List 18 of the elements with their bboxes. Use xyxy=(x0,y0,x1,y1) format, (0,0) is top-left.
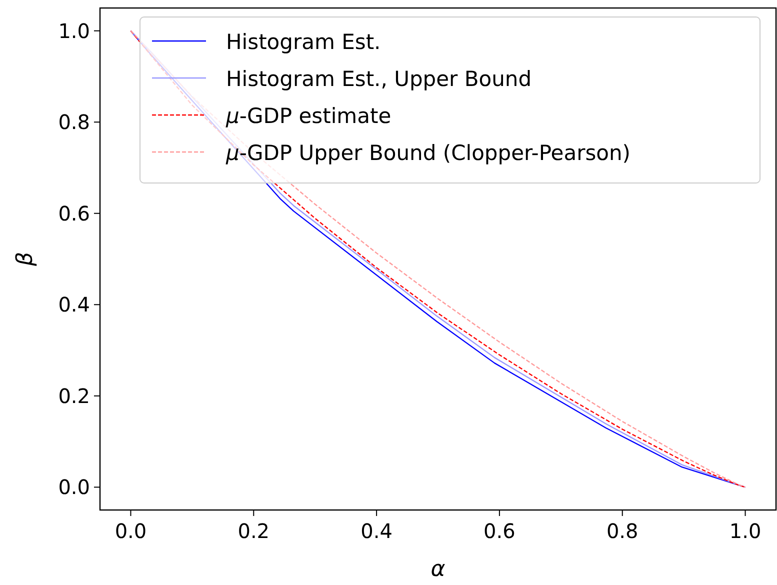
legend-label: μ-GDP estimate xyxy=(225,104,392,128)
y-tick-label: 0.8 xyxy=(58,110,90,134)
x-tick-label: 0.8 xyxy=(606,519,638,543)
y-tick-label: 0.6 xyxy=(58,201,90,226)
x-tick-label: 0.0 xyxy=(114,519,147,543)
x-axis-title: α xyxy=(430,557,446,582)
y-axis-title: β xyxy=(13,252,38,268)
legend-label: μ-GDP Upper Bound (Clopper-Pearson) xyxy=(225,141,630,165)
y-tick-label: 0.4 xyxy=(58,292,90,317)
legend-label: Histogram Est. xyxy=(226,30,381,54)
y-tick-label: 0.2 xyxy=(58,384,90,408)
y-tick-label: 0.0 xyxy=(58,475,90,500)
x-tick-label: 0.6 xyxy=(484,519,516,543)
legend-label: Histogram Est., Upper Bound xyxy=(226,67,532,91)
y-tick-label: 1.0 xyxy=(58,18,90,43)
x-tick-label: 0.2 xyxy=(238,519,270,543)
x-tick-label: 1.0 xyxy=(729,519,762,543)
x-tick-label: 0.4 xyxy=(360,519,392,543)
